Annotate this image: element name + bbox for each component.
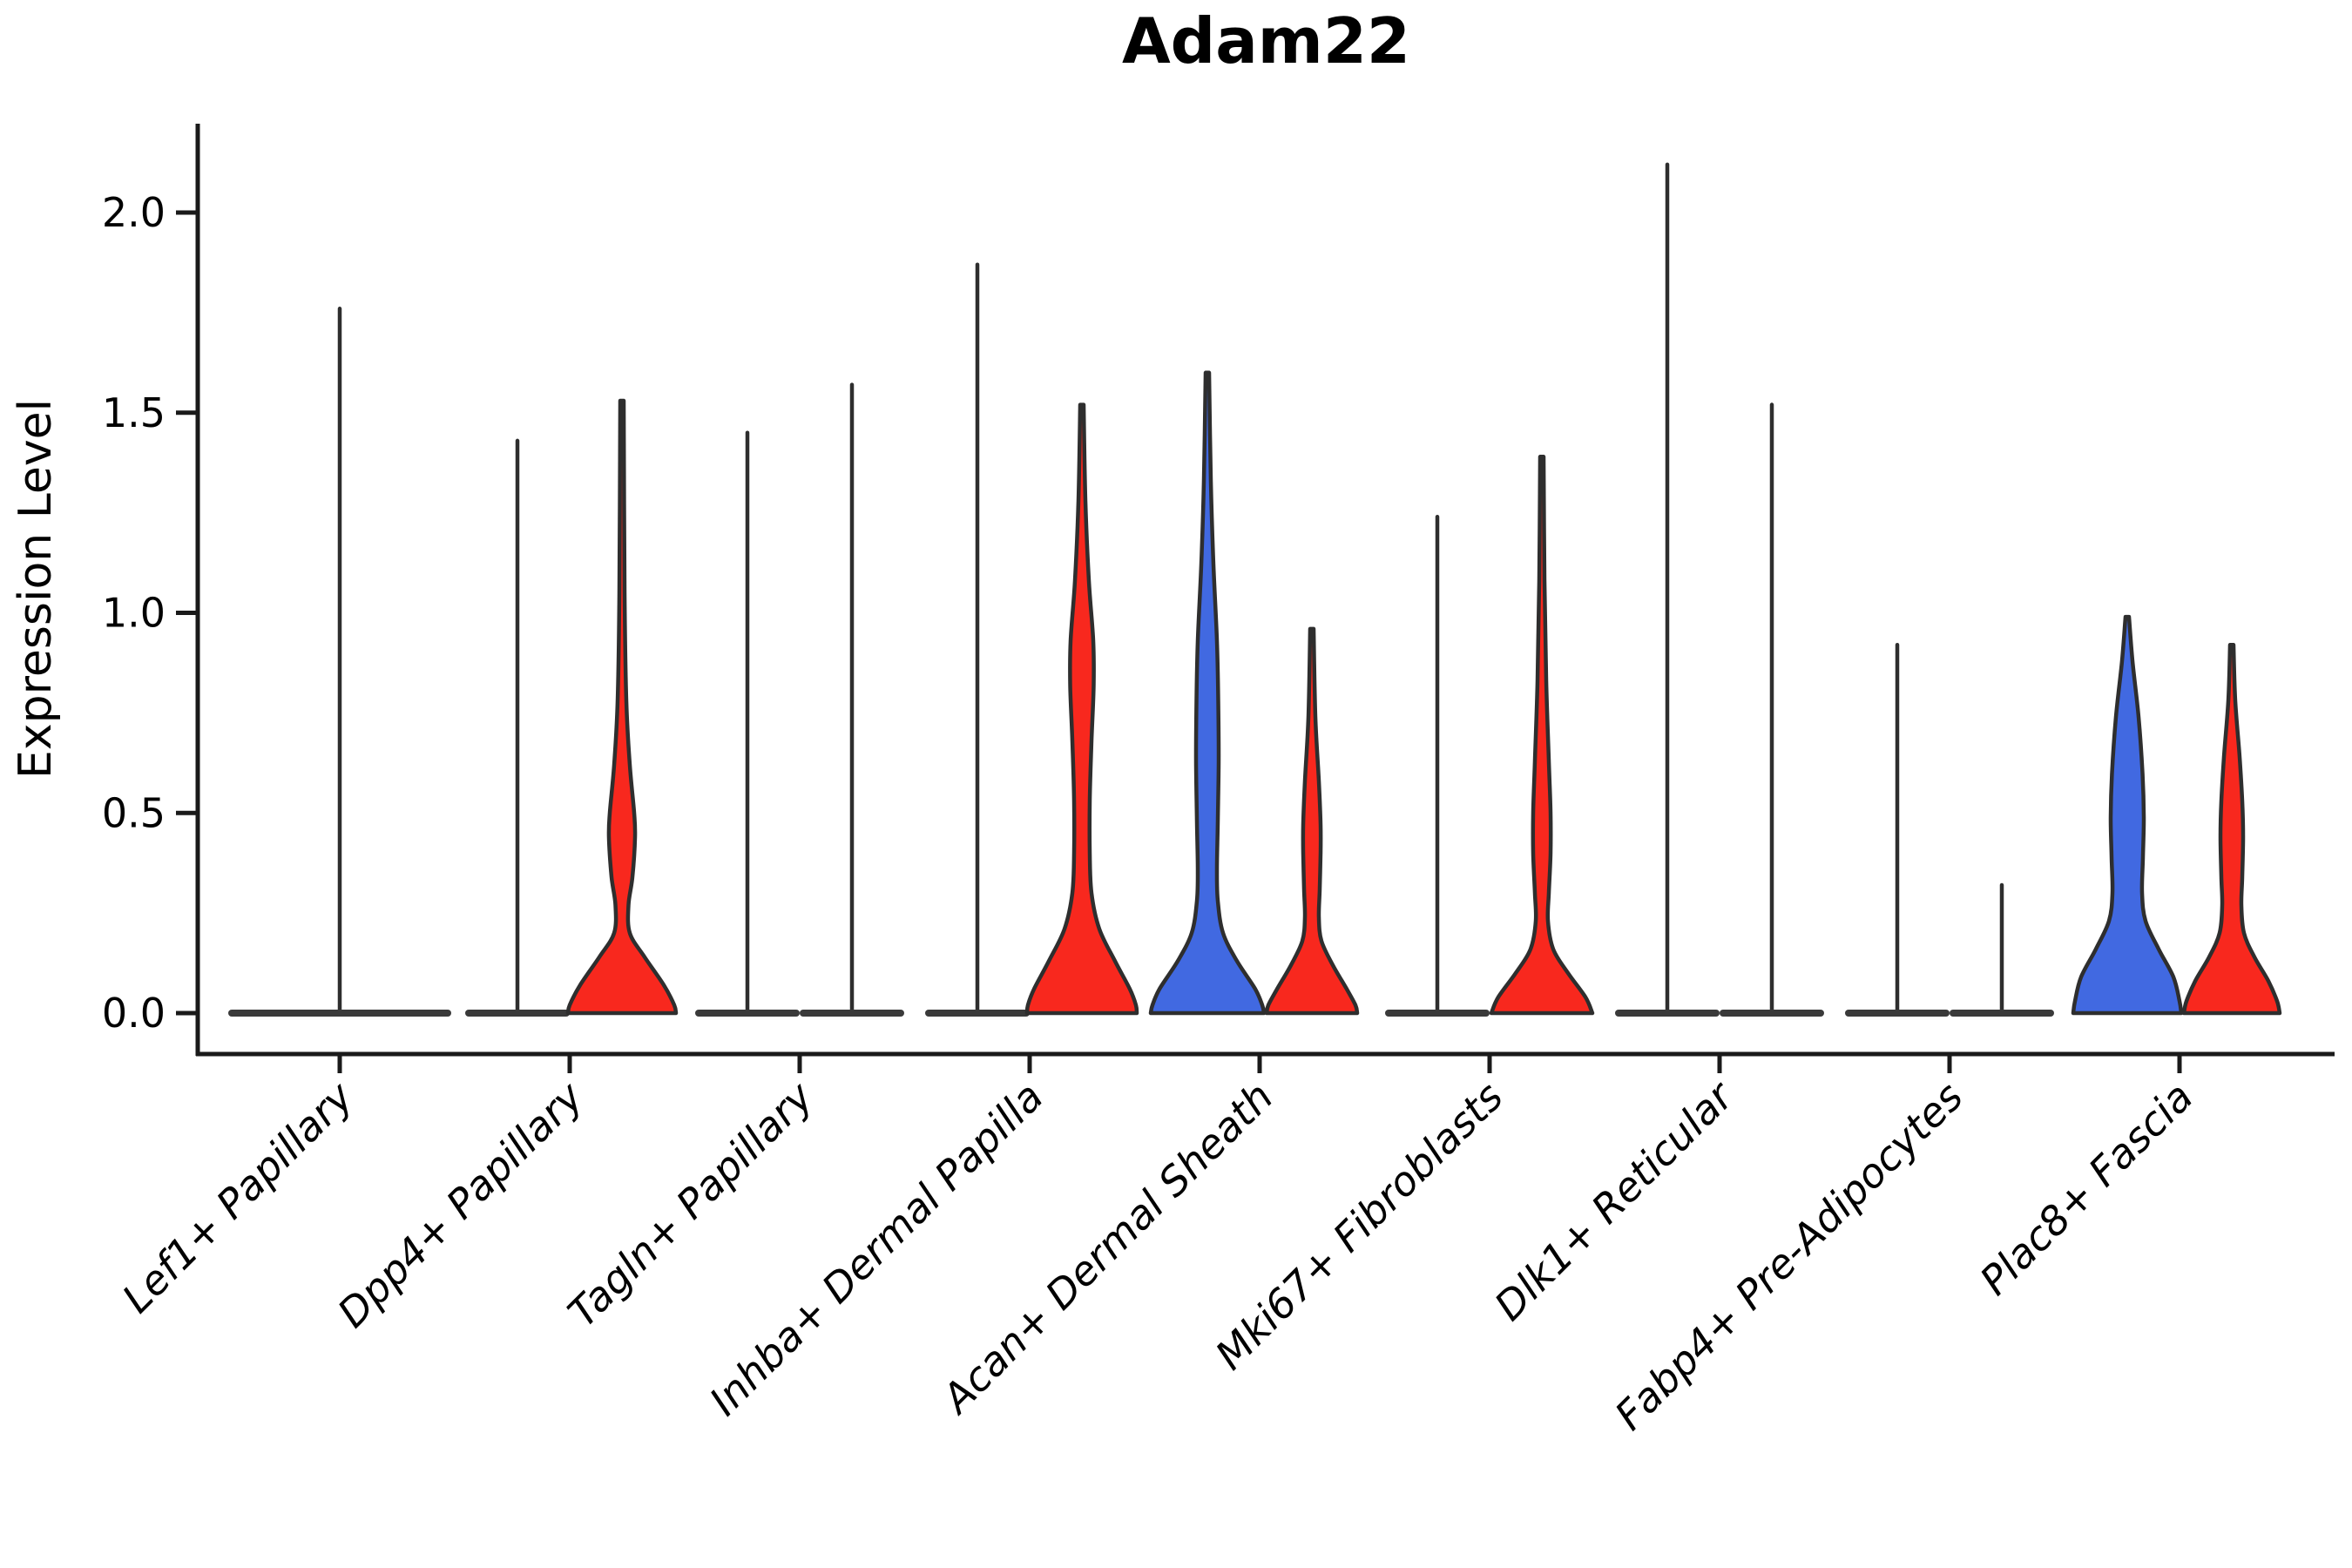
violin-body-red bbox=[1264, 626, 1360, 1016]
violin-body-red bbox=[1489, 455, 1595, 1016]
x-tick-label: Plac8+ Fascia bbox=[1970, 1073, 2201, 1304]
y-tick-label: 1.5 bbox=[102, 389, 166, 436]
y-tick-label: 1.0 bbox=[102, 590, 166, 637]
chart-title: Adam22 bbox=[1122, 4, 1410, 78]
violin-body-red bbox=[1024, 402, 1139, 1016]
x-tick-label: Lef1+ Papillary bbox=[113, 1072, 362, 1321]
x-tick-label: Dpp4+ Papillary bbox=[328, 1072, 592, 1336]
y-axis-label: Expression Level bbox=[10, 399, 62, 779]
violin-body-red bbox=[2181, 643, 2282, 1016]
y-tick-label: 2.0 bbox=[102, 189, 166, 236]
x-tick-label: Tagln+ Papillary bbox=[558, 1072, 822, 1336]
violin-body-red bbox=[565, 398, 679, 1016]
x-tick-label: Dlk1+ Reticular bbox=[1485, 1071, 1744, 1329]
y-tick-label: 0.5 bbox=[102, 789, 166, 836]
violin-body-blue bbox=[2071, 614, 2184, 1016]
y-tick-label: 0.0 bbox=[102, 990, 166, 1037]
violin-body-blue bbox=[1148, 370, 1267, 1016]
